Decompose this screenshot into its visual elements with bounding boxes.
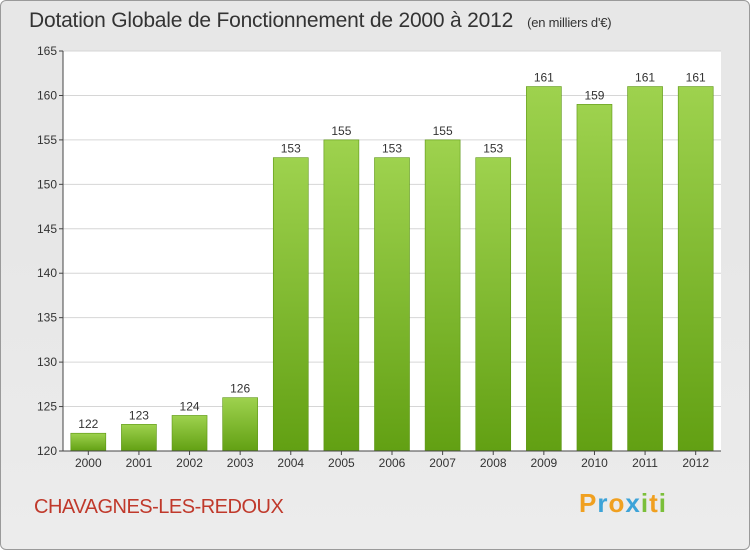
y-tick-label: 140 [37,266,57,280]
x-tick-label: 2004 [277,456,304,470]
y-tick-label: 120 [37,444,57,458]
bar [171,415,208,452]
y-tick-label: 150 [37,177,57,191]
x-tick-label: 2011 [632,456,658,470]
bar [526,86,562,452]
bar-value-label: 153 [281,142,301,156]
bar [70,432,107,452]
bar-value-label: 161 [635,71,655,85]
chart-unit: (en milliers d'€) [527,15,612,30]
logo-letter: i [640,488,650,518]
bar-value-label: 123 [129,408,149,422]
y-tick-label: 125 [37,400,57,414]
bar-value-label: 161 [686,71,706,85]
bar-value-label: 159 [584,88,604,102]
bar [222,397,258,452]
x-tick-label: 2007 [429,456,456,470]
x-tick-label: 2000 [75,456,102,470]
bar-value-label: 153 [483,142,503,156]
logo-letter: t [649,488,659,518]
y-tick-label: 155 [37,133,57,147]
logo-letter: x [625,488,641,518]
commune-name: CHAVAGNES-LES-REDOUX [34,496,284,518]
bar-value-label: 155 [331,124,351,138]
bar [121,424,157,452]
bar-value-label: 155 [433,124,453,138]
y-tick-label: 135 [37,311,57,325]
x-tick-label: 2010 [581,456,608,470]
bar-value-label: 122 [78,417,98,431]
logo-letter: o [608,488,626,518]
bar-value-label: 153 [382,142,402,156]
logo-letter: r [597,488,609,518]
x-tick-label: 2009 [530,456,557,470]
bar [576,104,613,452]
bar [475,157,512,452]
bar [627,86,663,452]
chart-title-text: Dotation Globale de Fonctionnement de 20… [29,9,514,32]
bar-value-label: 161 [534,71,554,85]
bar [677,86,714,452]
y-tick-label: 160 [37,88,57,102]
bar [323,139,360,452]
bar [272,157,309,452]
proxiti-logo: Proxiti [579,488,667,519]
bar-value-label: 124 [180,399,200,413]
y-tick-label: 145 [37,222,57,236]
logo-letter: i [658,488,667,518]
bar [374,157,410,452]
y-tick-label: 165 [37,44,57,58]
bar-value-label: 126 [230,382,250,396]
x-tick-label: 2003 [227,456,254,470]
x-tick-label: 2006 [379,456,406,470]
logo-letter: P [579,488,598,518]
x-tick-label: 2001 [126,456,153,470]
chart-title: Dotation Globale de Fonctionnement de 20… [29,9,612,33]
x-tick-label: 2012 [682,456,709,470]
bar [424,139,461,452]
x-tick-label: 2002 [176,456,203,470]
x-tick-label: 2005 [328,456,355,470]
x-tick-label: 2008 [480,456,507,470]
y-tick-label: 130 [37,355,57,369]
